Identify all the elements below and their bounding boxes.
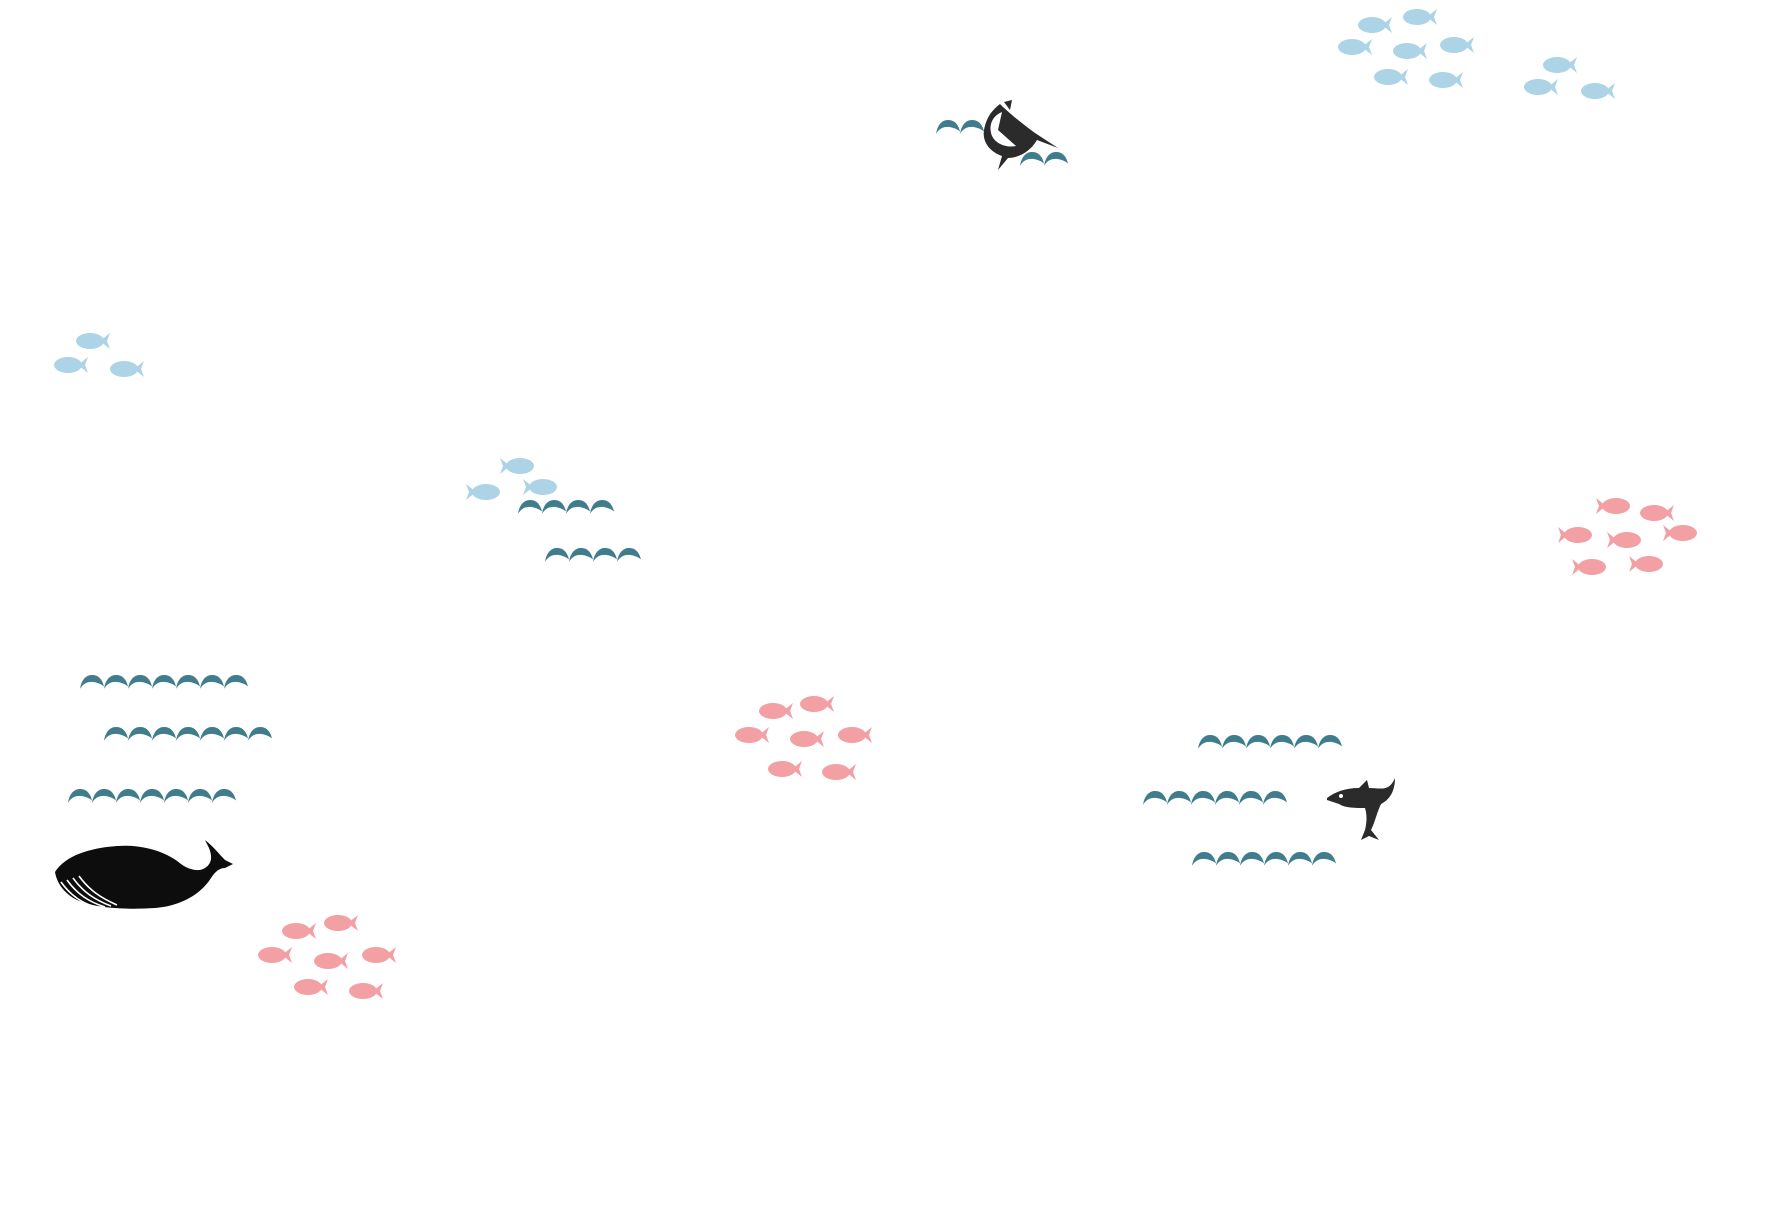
fish-icon xyxy=(1663,525,1697,541)
fish-icon xyxy=(362,947,396,963)
fish-icon xyxy=(1596,498,1630,514)
fish-icon xyxy=(768,761,802,777)
fish-icon xyxy=(314,953,348,969)
fish-icon xyxy=(1440,37,1474,53)
fish-icon xyxy=(1393,43,1427,59)
fish-icon xyxy=(1403,9,1437,25)
fish-icon xyxy=(54,357,88,373)
wave-icon xyxy=(1192,852,1336,866)
fish-icon xyxy=(466,484,500,500)
whale-icon xyxy=(55,840,233,909)
dolphin-icon xyxy=(1327,778,1395,840)
fish-icon xyxy=(838,727,872,743)
fish-icon xyxy=(76,333,110,349)
fish-icon xyxy=(110,361,144,377)
fish-icon xyxy=(1358,17,1392,33)
wave-icon xyxy=(1020,152,1068,166)
fish-icon xyxy=(294,979,328,995)
fish-icon xyxy=(1524,79,1558,95)
wave-icon xyxy=(545,548,641,562)
fish-icon xyxy=(1429,72,1463,88)
fish-icon xyxy=(1374,69,1408,85)
fish-icon xyxy=(349,983,383,999)
fish-icon xyxy=(790,731,824,747)
fish-icon xyxy=(324,915,358,931)
fish-icon xyxy=(282,923,316,939)
fish-school-group xyxy=(54,9,1697,999)
fish-icon xyxy=(1558,527,1592,543)
wave-icon xyxy=(1198,735,1342,749)
fish-icon xyxy=(759,703,793,719)
wave-icon xyxy=(104,727,272,741)
wave-icon xyxy=(68,789,236,803)
fish-icon xyxy=(1572,559,1606,575)
fish-icon xyxy=(1640,505,1674,521)
fish-icon xyxy=(1629,556,1663,572)
fish-icon xyxy=(500,458,534,474)
fish-icon xyxy=(523,479,557,495)
wave-icon xyxy=(1143,791,1287,805)
fish-icon xyxy=(1338,39,1372,55)
wave-icon xyxy=(936,120,984,134)
fish-icon xyxy=(1607,532,1641,548)
fish-icon xyxy=(735,727,769,743)
wave-group xyxy=(68,120,1342,866)
fish-icon xyxy=(822,764,856,780)
fish-icon xyxy=(258,947,292,963)
fish-icon xyxy=(1543,57,1577,73)
fish-icon xyxy=(800,696,834,712)
fish-icon xyxy=(1581,83,1615,99)
wave-icon xyxy=(80,675,248,689)
wave-icon xyxy=(518,500,614,514)
marlin-icon xyxy=(983,100,1058,170)
